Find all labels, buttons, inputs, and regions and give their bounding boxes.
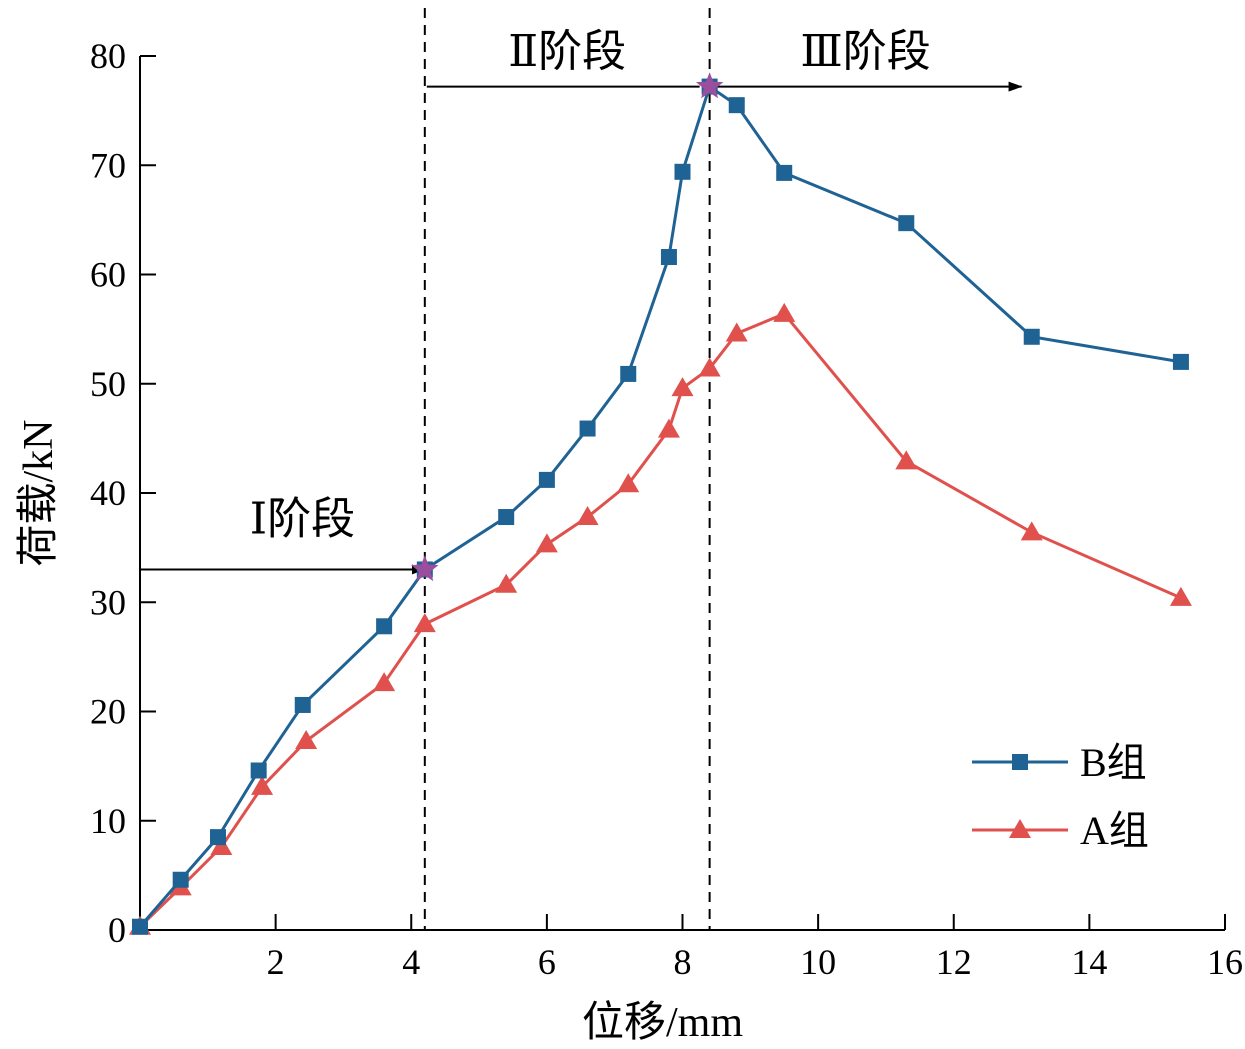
data-point xyxy=(776,164,793,181)
data-point xyxy=(1023,328,1040,345)
y-tick-label: 30 xyxy=(90,582,126,622)
data-point xyxy=(898,215,915,232)
data-series xyxy=(129,78,1192,935)
data-point xyxy=(728,97,745,114)
data-point xyxy=(373,672,396,692)
y-axis-label: 荷载/kN xyxy=(16,419,62,566)
y-tick-label: 40 xyxy=(90,473,126,513)
data-point xyxy=(294,696,311,713)
data-point xyxy=(251,775,274,795)
y-tick-label: 60 xyxy=(90,255,126,295)
x-tick-label: 6 xyxy=(538,942,556,982)
data-point xyxy=(657,418,680,438)
x-tick-label: 4 xyxy=(402,942,420,982)
y-tick-label: 20 xyxy=(90,692,126,732)
data-point xyxy=(579,420,596,437)
data-point xyxy=(413,613,436,633)
y-tick-label: 10 xyxy=(90,801,126,841)
data-point xyxy=(674,163,691,180)
x-tick-label: 10 xyxy=(800,942,836,982)
x-axis-label: 位移/mm xyxy=(582,999,743,1046)
stage-label: Ⅲ阶段 xyxy=(800,27,930,76)
data-point xyxy=(538,471,555,488)
data-point xyxy=(376,618,393,635)
stage-annotations: Ⅰ阶段 Ⅱ阶段 Ⅲ阶段 xyxy=(140,27,1023,575)
stage-point-star xyxy=(695,72,724,99)
data-point xyxy=(250,762,267,779)
data-point xyxy=(660,249,677,266)
axes: 0 10 20 30 40 50 60 70 80 2 4 6 8 10 12 14 16 位移/mm 荷载/kN xyxy=(16,36,1243,1046)
data-point xyxy=(498,509,515,526)
data-point xyxy=(209,829,226,846)
data-point xyxy=(576,506,599,526)
y-tick-label: 70 xyxy=(90,145,126,185)
x-tick-label: 12 xyxy=(936,942,972,982)
stage-label: Ⅱ阶段 xyxy=(508,27,626,76)
legend-label: B组 xyxy=(1080,740,1147,785)
data-point xyxy=(773,302,796,322)
data-point xyxy=(495,573,518,593)
data-point xyxy=(620,365,637,382)
y-tick-label: 50 xyxy=(90,364,126,404)
data-point xyxy=(1172,353,1189,370)
x-tick-label: 16 xyxy=(1207,942,1243,982)
legend: B组 A组 xyxy=(972,740,1149,853)
data-point xyxy=(535,533,558,553)
stage-transition-points xyxy=(411,72,724,582)
data-point xyxy=(210,835,233,855)
data-point xyxy=(725,322,748,342)
x-tick-label: 8 xyxy=(674,942,692,982)
data-point xyxy=(617,473,640,493)
legend-label: A组 xyxy=(1080,808,1149,853)
y-tick-label: 80 xyxy=(90,36,126,76)
x-tick-label: 2 xyxy=(267,942,285,982)
y-tick-label: 0 xyxy=(108,910,126,950)
stage-dividers xyxy=(423,8,711,930)
series-group xyxy=(129,302,1192,935)
legend-marker xyxy=(1012,754,1028,770)
legend-marker xyxy=(1009,819,1031,838)
data-point xyxy=(698,357,721,377)
stage-point-star xyxy=(411,555,439,582)
data-point xyxy=(132,918,148,935)
x-tick-label: 14 xyxy=(1071,942,1107,982)
data-point xyxy=(895,450,918,470)
data-point xyxy=(172,871,189,888)
data-point xyxy=(1169,586,1192,606)
stage-label: Ⅰ阶段 xyxy=(250,494,355,543)
legend-entry: B组 xyxy=(972,740,1147,785)
data-point xyxy=(671,377,694,397)
data-point xyxy=(1020,521,1043,541)
data-point xyxy=(295,729,318,749)
legend-entry: A组 xyxy=(972,808,1149,853)
